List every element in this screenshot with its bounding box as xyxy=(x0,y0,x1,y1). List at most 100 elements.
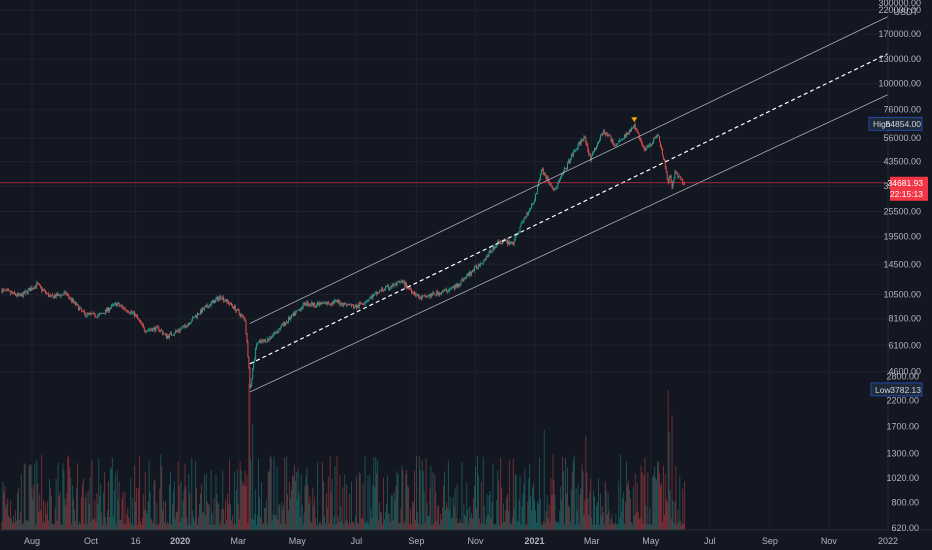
candle-body xyxy=(355,305,357,309)
candle-body xyxy=(412,292,413,294)
volume-bar xyxy=(348,524,350,530)
volume-bar xyxy=(292,476,294,530)
candle-body xyxy=(510,241,512,243)
candle-body xyxy=(187,324,189,327)
volume-bar xyxy=(17,487,19,530)
candle-body xyxy=(394,283,396,285)
candle-body xyxy=(674,170,676,179)
candle-body xyxy=(246,332,248,342)
last-price-badge: 34681.93 22:15:13 xyxy=(888,176,928,201)
volume-bar xyxy=(669,490,671,530)
time-axis[interactable]: Aug Oct 16 2020 Mar May Jul Sep Nov 2021 Mar May Jul… xyxy=(24,536,898,546)
candle-body xyxy=(480,263,482,265)
volume-bar xyxy=(644,457,646,530)
volume-bar xyxy=(277,519,279,530)
volume-bar xyxy=(153,480,155,530)
candle-body xyxy=(57,293,59,297)
volume-bar xyxy=(582,471,584,530)
volume-bar xyxy=(287,494,289,530)
volume-bar xyxy=(508,460,510,530)
channel-upper-line[interactable] xyxy=(249,16,889,324)
candle-body xyxy=(59,295,61,297)
candle-body xyxy=(489,250,491,252)
candle-body xyxy=(526,212,528,218)
volume-bar xyxy=(324,523,326,530)
candle-body xyxy=(666,172,668,180)
volume-bar xyxy=(646,524,648,530)
candle-body xyxy=(213,300,215,304)
candle-body xyxy=(69,297,71,299)
candle-body xyxy=(391,284,393,288)
candle-body xyxy=(414,294,416,296)
volume-bar xyxy=(525,524,527,530)
volume-bar xyxy=(259,496,260,530)
volume-bar xyxy=(226,520,228,530)
channel-lower-line[interactable] xyxy=(249,94,889,393)
volume-bar xyxy=(9,517,11,530)
volume-bar xyxy=(465,516,467,530)
candle-body xyxy=(210,302,212,306)
volume-bar xyxy=(614,523,616,530)
volume-bar xyxy=(461,462,463,530)
candle-body xyxy=(518,231,520,234)
candle-body xyxy=(56,293,58,297)
volume-bar xyxy=(168,523,169,530)
volume-bar xyxy=(75,520,76,530)
candle-body xyxy=(297,309,299,311)
candle-body xyxy=(644,148,646,151)
volume-bar xyxy=(340,506,342,530)
volume-bar xyxy=(361,518,363,530)
volume-bar xyxy=(321,524,322,530)
candle-body xyxy=(577,143,579,149)
candle-body xyxy=(382,288,383,291)
volume-bar xyxy=(600,515,602,530)
volume-bar xyxy=(160,454,162,530)
candle-body xyxy=(95,316,97,318)
candle-body xyxy=(423,295,425,297)
candle-body xyxy=(625,134,627,137)
volume-bar xyxy=(612,523,614,530)
time-tick-label: Aug xyxy=(24,536,40,546)
volume-bar xyxy=(250,459,252,530)
candle-body xyxy=(86,312,88,316)
candle-body xyxy=(299,309,301,311)
candle-body xyxy=(81,310,83,312)
volume-bar xyxy=(516,520,518,530)
regression-channel[interactable] xyxy=(249,16,889,393)
volume-bar xyxy=(406,469,408,530)
volume-bar xyxy=(281,501,283,530)
candle-body xyxy=(126,309,128,312)
candle-body xyxy=(242,315,244,317)
candle-body xyxy=(565,168,566,170)
candle-body xyxy=(125,309,127,311)
volume-bar xyxy=(347,520,349,530)
candle-body xyxy=(603,130,605,134)
volume-bar xyxy=(68,457,70,530)
volume-bar xyxy=(647,472,649,530)
volume-bar xyxy=(291,490,292,530)
candle-body xyxy=(520,223,522,227)
candle-body xyxy=(200,309,202,313)
channel-mid-line[interactable] xyxy=(249,53,889,365)
volume-bar xyxy=(560,486,562,530)
volume-bar xyxy=(20,474,22,530)
volume-bar xyxy=(554,494,556,530)
candle-body xyxy=(486,255,488,257)
candle-body xyxy=(421,296,423,299)
volume-bar xyxy=(561,499,563,530)
candle-body xyxy=(499,240,501,243)
volume-bar xyxy=(487,514,489,530)
candle-body xyxy=(19,293,21,296)
candle-body xyxy=(60,294,62,297)
volume-bar xyxy=(331,478,333,530)
candle-body xyxy=(40,285,42,287)
volume-bar xyxy=(589,491,591,530)
candle-body xyxy=(240,314,242,317)
volume-bar xyxy=(320,521,321,530)
volume-bar xyxy=(206,501,208,530)
volume-bar xyxy=(105,516,107,530)
candle-body xyxy=(626,133,627,137)
volume-bar xyxy=(521,506,523,530)
volume-bar xyxy=(453,506,455,530)
